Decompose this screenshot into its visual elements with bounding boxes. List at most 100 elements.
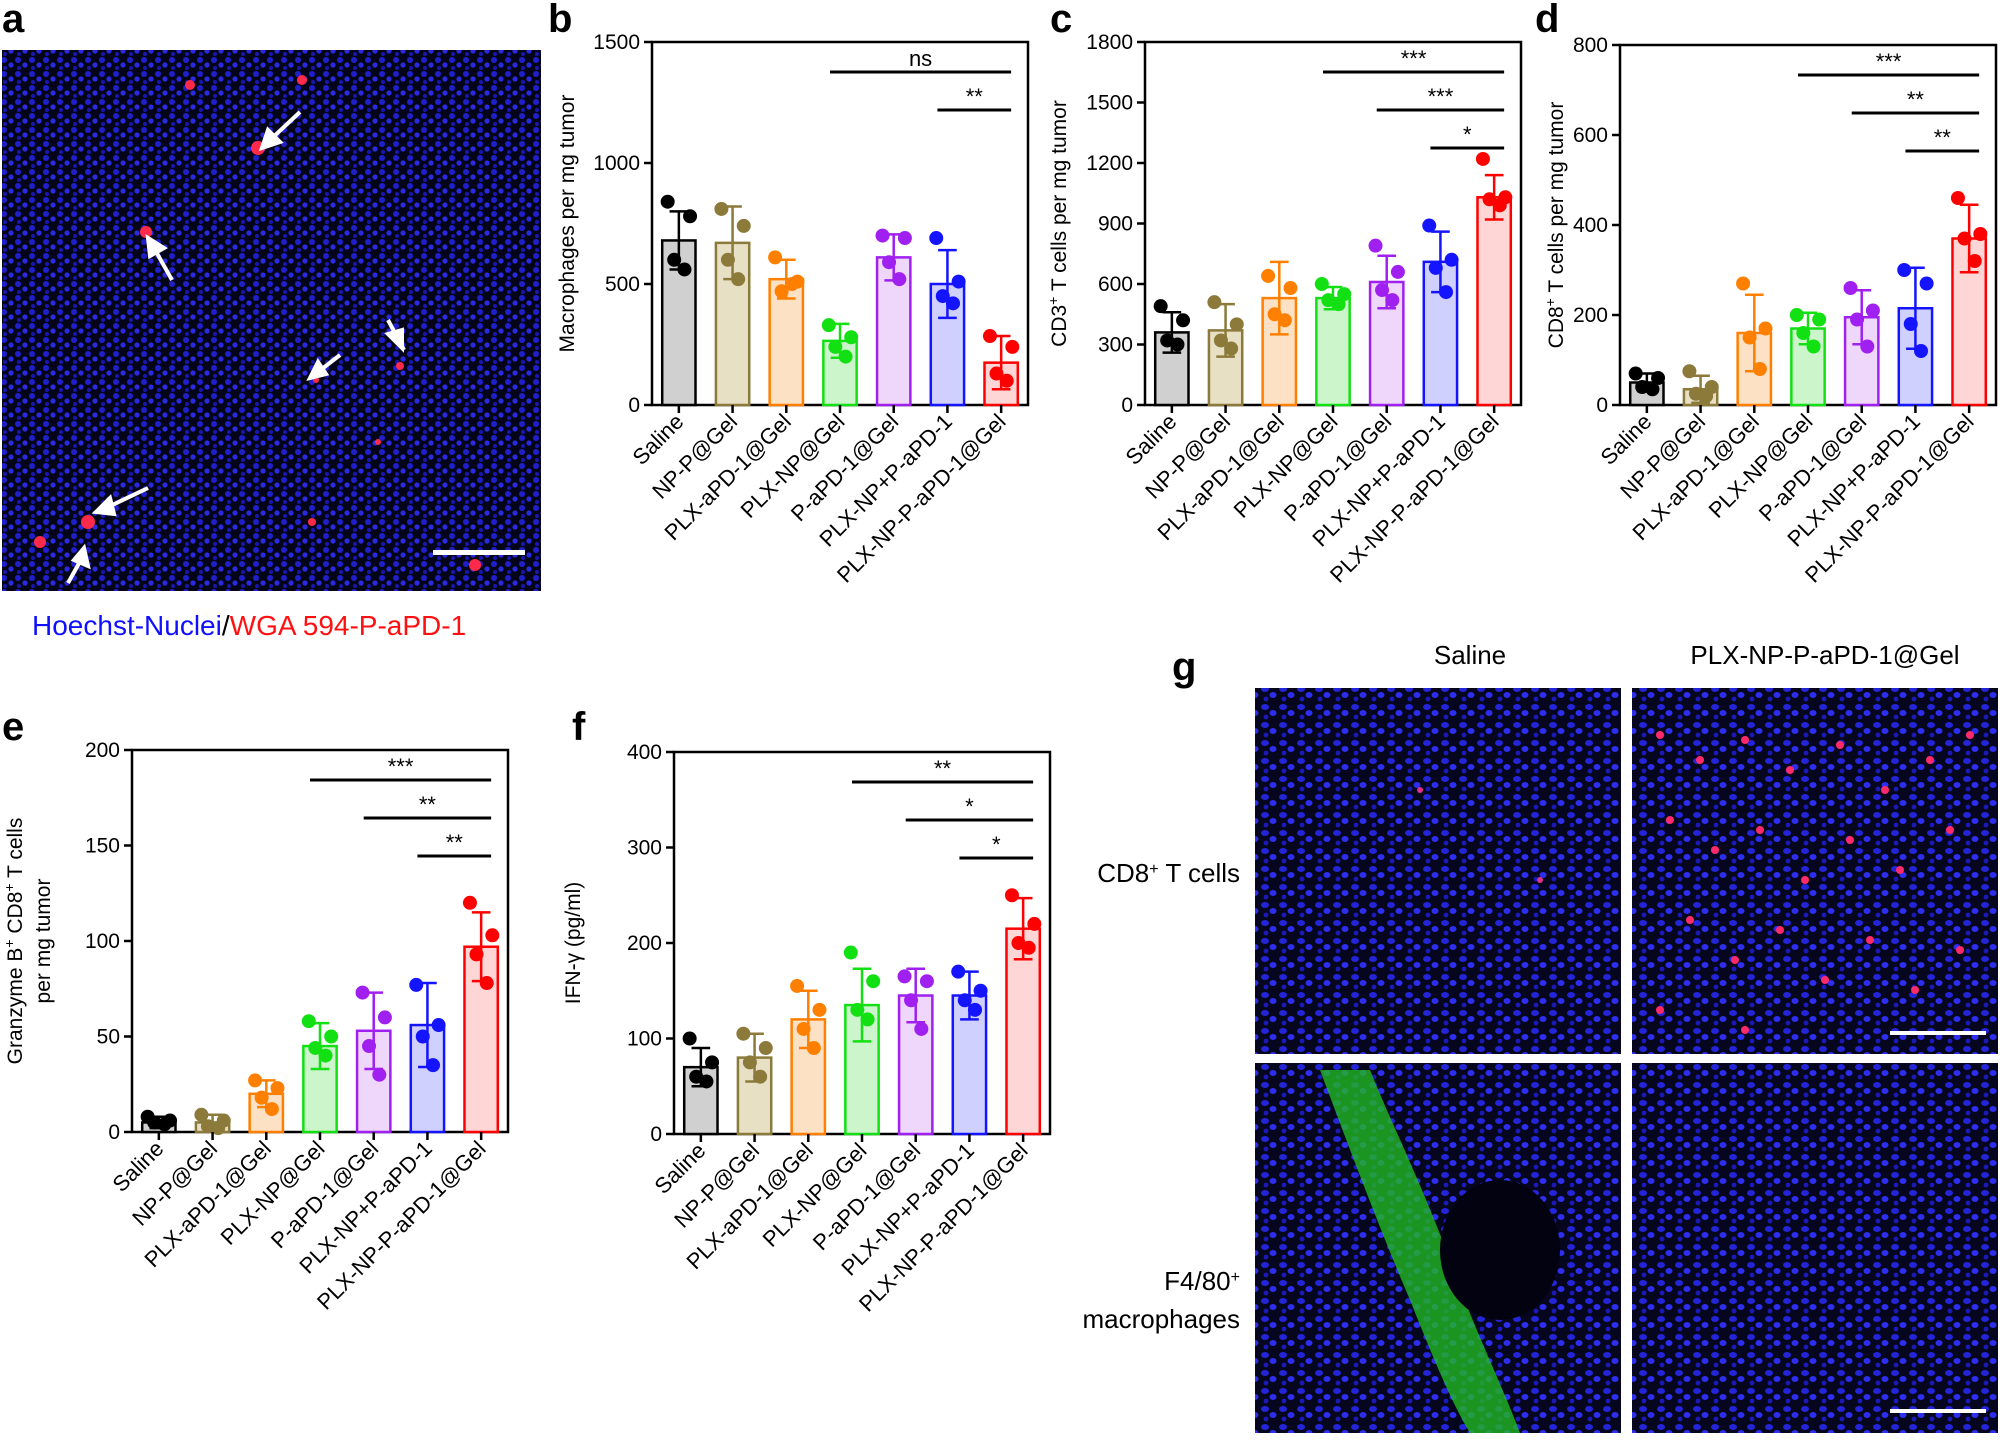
data-point	[866, 974, 881, 989]
data-point	[1752, 362, 1767, 376]
y-axis-title: Macrophages per mg tumor	[556, 95, 579, 353]
data-point	[1375, 283, 1390, 298]
data-point	[1903, 317, 1918, 331]
y-tick-label: 200	[85, 739, 120, 762]
data-point	[850, 1002, 865, 1017]
y-tick-label: 0	[1596, 394, 1608, 417]
data-point	[1267, 307, 1282, 322]
y-axis-title-line2: per mg tumor	[32, 879, 55, 1004]
data-point	[806, 1041, 821, 1056]
data-point	[946, 296, 961, 311]
data-point	[838, 349, 853, 364]
data-point	[897, 969, 912, 984]
data-point	[882, 255, 897, 270]
data-point	[1314, 277, 1329, 291]
bar-b-2	[768, 277, 805, 407]
data-point	[1475, 151, 1490, 166]
data-point	[1789, 308, 1804, 322]
data-point	[1153, 299, 1168, 314]
data-point	[1950, 191, 1965, 205]
data-point	[1699, 389, 1714, 403]
data-point	[875, 228, 890, 243]
significance-label: *	[965, 794, 974, 819]
data-point	[1967, 254, 1982, 268]
y-tick-label: 300	[627, 837, 662, 860]
data-point	[248, 1073, 263, 1088]
data-point	[409, 977, 424, 992]
scale-bar-g-top	[1890, 1031, 1986, 1035]
data-point	[736, 1026, 751, 1041]
g-row-label-macrophages: macrophages	[1082, 1304, 1240, 1334]
caption-a: Hoechst-Nuclei/WGA 594-P-aPD-1	[32, 610, 466, 641]
data-point	[1919, 276, 1934, 291]
data-point	[1806, 339, 1821, 354]
significance-label: **	[446, 830, 464, 855]
data-point	[1005, 339, 1020, 354]
data-point	[682, 1031, 697, 1046]
data-point	[1261, 268, 1276, 283]
data-point	[1736, 276, 1751, 291]
data-point	[1422, 218, 1437, 233]
bar-f-6	[1005, 927, 1042, 1136]
data-point	[914, 1021, 929, 1036]
data-point	[1213, 333, 1228, 348]
data-point	[254, 1090, 269, 1105]
data-point	[677, 262, 692, 277]
panel-letter-g: g	[1172, 645, 1196, 689]
data-point	[667, 252, 682, 267]
data-point	[892, 272, 907, 287]
data-point	[699, 1074, 714, 1089]
panel-letter-d: d	[1535, 0, 1559, 41]
y-tick-label: 500	[605, 273, 640, 296]
y-tick-label: 900	[1098, 213, 1133, 236]
data-point	[714, 201, 729, 216]
g-col-header-saline: Saline	[1434, 640, 1506, 670]
data-point	[1628, 366, 1643, 381]
data-point	[774, 284, 789, 299]
data-point	[968, 1002, 983, 1017]
data-point	[1176, 313, 1191, 328]
data-point	[1865, 303, 1880, 318]
data-point	[1224, 341, 1239, 356]
data-point	[796, 1021, 811, 1036]
data-point	[270, 1081, 285, 1096]
data-point	[324, 1029, 339, 1044]
data-point	[660, 194, 675, 209]
data-point	[828, 339, 843, 354]
data-point	[211, 1121, 226, 1136]
data-point	[1860, 339, 1875, 354]
data-point	[1482, 192, 1497, 207]
data-point	[355, 985, 370, 1000]
data-point	[1444, 252, 1459, 267]
data-point	[784, 277, 799, 291]
chart-c: c 0 300 600 900 1200 1500 1800 CD3+ T cells per …	[1045, 0, 1523, 588]
g-image-saline-f480	[1255, 1063, 1621, 1433]
y-tick-label: 100	[627, 1028, 662, 1051]
y-tick-label: 1500	[593, 31, 640, 54]
data-point	[1027, 916, 1042, 931]
data-point	[1742, 330, 1757, 345]
data-point	[705, 1055, 720, 1070]
g-image-treatment-cd8	[1632, 688, 1998, 1054]
data-point	[720, 252, 735, 267]
data-point	[768, 250, 783, 265]
y-tick-label: 0	[1121, 394, 1133, 417]
data-point	[821, 318, 836, 333]
data-point	[1645, 382, 1660, 397]
y-tick-label: 0	[628, 394, 640, 417]
data-point	[1973, 227, 1988, 241]
y-tick-label: 300	[1098, 334, 1133, 357]
bar-c-3	[1315, 296, 1351, 407]
data-point	[1207, 295, 1222, 310]
panel-a-image	[2, 50, 541, 591]
data-point	[194, 1107, 209, 1122]
data-point	[1796, 326, 1811, 340]
significance-label: **	[1934, 125, 1952, 150]
data-point	[1492, 198, 1507, 213]
data-point	[1428, 260, 1443, 275]
data-point	[1170, 337, 1185, 352]
y-tick-label: 400	[1573, 214, 1608, 237]
data-point	[372, 1067, 387, 1082]
data-point	[318, 1048, 333, 1063]
data-point	[431, 1018, 446, 1033]
